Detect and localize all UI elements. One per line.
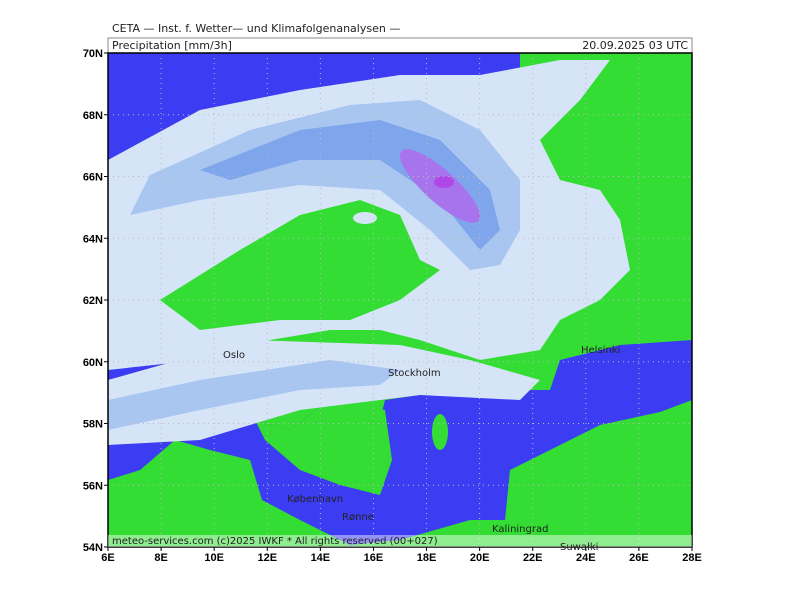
- lat-label: 62N: [83, 295, 103, 307]
- lat-label: 60N: [83, 357, 103, 369]
- place-label: Suwałki: [560, 542, 598, 553]
- lon-label: 12E: [257, 552, 277, 564]
- lat-label: 54N: [83, 542, 103, 554]
- footer: meteo-services.com (c)2025 IWKF * All ri…: [112, 536, 438, 547]
- place-label: Helsinki: [581, 345, 620, 356]
- lat-label: 70N: [83, 48, 103, 60]
- place-label: København: [287, 494, 343, 505]
- lat-label: 66N: [83, 172, 103, 184]
- lon-label: 10E: [204, 552, 224, 564]
- place-label: Kaliningrad: [492, 524, 548, 535]
- lat-label: 64N: [83, 233, 103, 245]
- lon-label: 26E: [629, 552, 649, 564]
- lat-label: 58N: [83, 419, 103, 431]
- lon-label: 20E: [470, 552, 490, 564]
- lon-label: 18E: [417, 552, 437, 564]
- lon-label: 24E: [576, 552, 596, 564]
- lat-label: 56N: [83, 480, 103, 492]
- map-area: [108, 53, 692, 547]
- valid-time: 20.09.2025 03 UTC: [582, 39, 688, 52]
- lon-label: 22E: [523, 552, 543, 564]
- place-label: Stockholm: [388, 368, 441, 379]
- place-label: Oslo: [223, 350, 245, 361]
- place-label: Rønne: [342, 512, 374, 523]
- lon-label: 6E: [101, 552, 114, 564]
- institute: CETA — Inst. f. Wetter— und Klimafolgena…: [112, 22, 400, 35]
- field-name: Precipitation [mm/3h]: [112, 39, 232, 52]
- lon-label: 14E: [311, 552, 331, 564]
- lon-label: 8E: [154, 552, 167, 564]
- lon-label: 16E: [364, 552, 384, 564]
- footer-band: [108, 535, 692, 547]
- lat-label: 68N: [83, 110, 103, 122]
- map-frame: [107, 52, 693, 548]
- lon-label: 28E: [682, 552, 702, 564]
